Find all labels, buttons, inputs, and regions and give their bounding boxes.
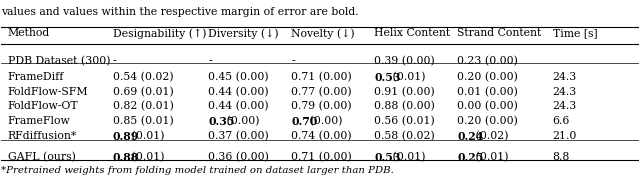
Text: GAFL (ours): GAFL (ours) bbox=[8, 152, 76, 162]
Text: 0.36 (0.00): 0.36 (0.00) bbox=[209, 152, 269, 162]
Text: PDB Dataset (300): PDB Dataset (300) bbox=[8, 56, 110, 66]
Text: values and values within the respective margin of error are bold.: values and values within the respective … bbox=[1, 7, 359, 17]
Text: 0.71 (0.00): 0.71 (0.00) bbox=[291, 152, 352, 162]
Text: (0.02): (0.02) bbox=[472, 131, 508, 141]
Text: Strand Content: Strand Content bbox=[457, 28, 541, 38]
Text: Designability (↑): Designability (↑) bbox=[113, 28, 207, 39]
Text: 0.74 (0.00): 0.74 (0.00) bbox=[291, 131, 352, 141]
Text: 0.37 (0.00): 0.37 (0.00) bbox=[209, 131, 269, 141]
Text: 0.82 (0.01): 0.82 (0.01) bbox=[113, 101, 174, 112]
Text: 0.45 (0.00): 0.45 (0.00) bbox=[209, 72, 269, 82]
Text: 0.89: 0.89 bbox=[113, 131, 139, 142]
Text: 0.20 (0.00): 0.20 (0.00) bbox=[457, 72, 518, 82]
Text: 0.85 (0.01): 0.85 (0.01) bbox=[113, 116, 173, 126]
Text: 0.23 (0.00): 0.23 (0.00) bbox=[457, 56, 518, 66]
Text: 0.44 (0.00): 0.44 (0.00) bbox=[209, 101, 269, 112]
Text: 0.69 (0.01): 0.69 (0.01) bbox=[113, 87, 173, 97]
Text: 0.79 (0.00): 0.79 (0.00) bbox=[291, 101, 352, 112]
Text: (0.01): (0.01) bbox=[472, 152, 508, 162]
Text: 24.3: 24.3 bbox=[552, 72, 577, 82]
Text: (0.01): (0.01) bbox=[389, 72, 426, 82]
Text: 0.25: 0.25 bbox=[457, 152, 483, 163]
Text: -: - bbox=[113, 56, 116, 66]
Text: 0.70: 0.70 bbox=[291, 116, 317, 127]
Text: 0.53: 0.53 bbox=[374, 72, 401, 83]
Text: 0.71 (0.00): 0.71 (0.00) bbox=[291, 72, 352, 82]
Text: Novelty (↓): Novelty (↓) bbox=[291, 28, 355, 39]
Text: 0.35: 0.35 bbox=[209, 116, 235, 127]
Text: FrameFlow: FrameFlow bbox=[8, 116, 70, 126]
Text: 0.88 (0.00): 0.88 (0.00) bbox=[374, 101, 435, 112]
Text: FoldFlow-SFM: FoldFlow-SFM bbox=[8, 87, 88, 96]
Text: 24.3: 24.3 bbox=[552, 87, 577, 96]
Text: 0.77 (0.00): 0.77 (0.00) bbox=[291, 87, 352, 97]
Text: (0.00): (0.00) bbox=[223, 116, 260, 126]
Text: 0.53: 0.53 bbox=[374, 152, 401, 163]
Text: 0.01 (0.00): 0.01 (0.00) bbox=[457, 87, 518, 97]
Text: (0.01): (0.01) bbox=[128, 131, 164, 141]
Text: 0.20 (0.00): 0.20 (0.00) bbox=[457, 116, 518, 126]
Text: FrameDiff: FrameDiff bbox=[8, 72, 64, 82]
Text: 0.24: 0.24 bbox=[457, 131, 483, 142]
Text: (0.01): (0.01) bbox=[128, 152, 164, 162]
Text: -: - bbox=[291, 56, 295, 66]
Text: 0.58 (0.02): 0.58 (0.02) bbox=[374, 131, 435, 141]
Text: FoldFlow-OT: FoldFlow-OT bbox=[8, 101, 78, 111]
Text: 21.0: 21.0 bbox=[552, 131, 577, 141]
Text: RFdiffusion*: RFdiffusion* bbox=[8, 131, 77, 141]
Text: (0.01): (0.01) bbox=[389, 152, 426, 162]
Text: 0.56 (0.01): 0.56 (0.01) bbox=[374, 116, 435, 126]
Text: Time [s]: Time [s] bbox=[552, 28, 597, 38]
Text: 0.44 (0.00): 0.44 (0.00) bbox=[209, 87, 269, 97]
Text: Method: Method bbox=[8, 28, 50, 38]
Text: 6.6: 6.6 bbox=[552, 116, 570, 126]
Text: *Pretrained weights from folding model trained on dataset larger than PDB.: *Pretrained weights from folding model t… bbox=[1, 166, 394, 175]
Text: -: - bbox=[209, 56, 212, 66]
Text: 0.39 (0.00): 0.39 (0.00) bbox=[374, 56, 435, 66]
Text: 8.8: 8.8 bbox=[552, 152, 570, 162]
Text: Diversity (↓): Diversity (↓) bbox=[209, 28, 279, 39]
Text: 0.54 (0.02): 0.54 (0.02) bbox=[113, 72, 173, 82]
Text: 0.00 (0.00): 0.00 (0.00) bbox=[457, 101, 518, 112]
Text: (0.00): (0.00) bbox=[306, 116, 342, 126]
Text: 24.3: 24.3 bbox=[552, 101, 577, 111]
Text: 0.91 (0.00): 0.91 (0.00) bbox=[374, 87, 435, 97]
Text: Helix Content: Helix Content bbox=[374, 28, 451, 38]
Text: 0.88: 0.88 bbox=[113, 152, 139, 163]
